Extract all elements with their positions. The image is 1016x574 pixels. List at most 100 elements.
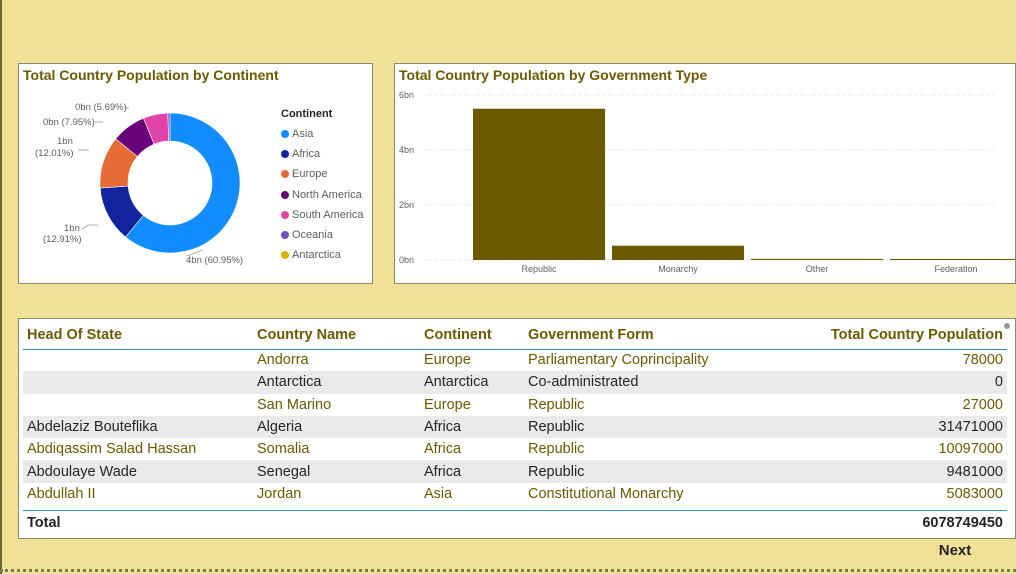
legend-label: Africa (292, 148, 321, 161)
cell-head-of-state (23, 393, 253, 416)
bar-republic[interactable] (473, 108, 606, 260)
cell-continent: Antarctica (420, 371, 524, 394)
x-tick-label: Federation (935, 264, 978, 274)
south-america-data-label: 0bn (5.69%) (75, 102, 127, 113)
table-row[interactable]: Andorra Europe Parliamentary Coprincipalit… (23, 349, 1007, 372)
column-header-government-form[interactable]: Government Form (524, 319, 744, 350)
y-tick-label: 6bn (399, 90, 414, 100)
cell-country-name: Somalia (253, 438, 420, 461)
asia-data-label: 4bn (60.95%) (186, 255, 243, 266)
africa-data-label-percent: (12.91%) (43, 234, 82, 245)
donut-slice-oceania[interactable] (167, 112, 171, 142)
total-value: 6078749450 (744, 509, 1007, 535)
cell-country-name: Senegal (253, 460, 420, 483)
cell-government-form: Republic (524, 460, 744, 483)
cell-head-of-state: Abdiqassim Salad Hassan (23, 438, 253, 461)
asia-leader-line (186, 249, 203, 257)
bar-chart-title: Total Country Population by Government T… (399, 67, 708, 83)
cell-total-country-population: 10097000 (744, 438, 1007, 461)
cell-country-name: Algeria (253, 415, 420, 439)
cell-continent: Africa (420, 415, 524, 439)
legend-color-dot (281, 170, 289, 179)
cell-government-form: Republic (524, 393, 744, 416)
legend-label: Europe (292, 168, 328, 181)
column-header-total-country-population[interactable]: Total Country Population (744, 319, 1007, 350)
europe-data-label-percent: (12.01%) (35, 148, 74, 159)
legend-item[interactable]: Africa (281, 144, 364, 164)
cell-total-country-population: 9481000 (744, 460, 1007, 483)
cell-government-form: Parliamentary Coprincipality (524, 349, 744, 372)
table-spacer-row (23, 505, 1007, 511)
cell-total-country-population: 27000 (744, 393, 1007, 416)
table-row[interactable]: Antarctica Antarctica Co-administrated 0 (23, 371, 1007, 394)
total-label: Total (23, 509, 253, 535)
legend-item[interactable]: Europe (281, 164, 364, 184)
legend-item[interactable]: Asia (281, 124, 364, 144)
bar-other[interactable] (751, 258, 884, 260)
legend-item[interactable]: Antarctica (281, 245, 364, 265)
country-table-panel[interactable]: Head Of State Country Name Continent Gov… (18, 318, 1016, 539)
legend-label: Oceania (292, 229, 333, 242)
cell-government-form: Republic (524, 438, 744, 461)
table-row[interactable]: San Marino Europe Republic 27000 (23, 393, 1007, 416)
legend-color-dot (281, 231, 289, 240)
column-header-head-of-state[interactable]: Head Of State (23, 319, 253, 350)
y-tick-label: 4bn (399, 145, 414, 155)
donut-slice-asia[interactable] (125, 112, 241, 254)
legend-title: Continent (281, 108, 333, 120)
legend-item[interactable]: Oceania (281, 225, 364, 245)
legend-label: South America (292, 208, 364, 221)
continent-legend: Continent Asia Africa Europe North America S… (281, 108, 364, 265)
left-frame-edge (0, 0, 2, 574)
next-button[interactable]: Next (924, 540, 986, 562)
cell-head-of-state: Abdelaziz Bouteflika (23, 415, 253, 439)
legend-item[interactable]: North America (281, 185, 364, 205)
donut-chart-title: Total Country Population by Continent (23, 67, 279, 83)
page-bottom-border (0, 569, 1016, 572)
cell-head-of-state: Abdullah II (23, 482, 253, 506)
europe-data-label-value: 1bn (57, 136, 73, 147)
column-header-continent[interactable]: Continent (420, 319, 524, 350)
cell-continent: Africa (420, 438, 524, 461)
cell-continent: Asia (420, 482, 524, 506)
government-type-bar-chart[interactable]: 0bn 2bn 4bn 6bn Republic Monarchy Other Federa… (395, 64, 1015, 283)
table-row[interactable]: Abdullah II Jordan Asia Constitutional Mona… (23, 482, 1007, 506)
table-header-row: Head Of State Country Name Continent Gov… (23, 319, 1007, 350)
x-tick-label: Republic (522, 264, 558, 274)
table-row[interactable]: Abdoulaye Wade Senegal Africa Republic 94810… (23, 460, 1007, 483)
continent-donut-chart[interactable]: 4bn (60.95%) 1bn (12.91%) 1bn (12.01%) 0… (19, 64, 372, 283)
legend-color-dot (281, 190, 289, 199)
legend-label: Antarctica (292, 249, 341, 262)
table-total-row: Total 6078749450 (23, 509, 1007, 535)
cell-head-of-state: Abdoulaye Wade (23, 460, 253, 483)
bar-monarchy[interactable] (612, 245, 745, 260)
legend-color-dot (281, 130, 289, 139)
cell-continent: Europe (420, 393, 524, 416)
cell-country-name: Jordan (253, 482, 420, 506)
cell-government-form: Republic (524, 415, 744, 439)
legend-label: North America (292, 188, 362, 201)
africa-leader-line (81, 224, 98, 230)
legend-item[interactable]: South America (281, 205, 364, 225)
government-type-bar-chart-panel[interactable]: Total Country Population by Government T… (394, 63, 1016, 284)
continent-donut-chart-panel[interactable]: Total Country Population by Continent 4b… (18, 63, 373, 284)
table-row[interactable]: Abdiqassim Salad Hassan Somalia Africa Repu… (23, 438, 1007, 461)
legend-color-dot (281, 150, 289, 159)
cell-continent: Europe (420, 349, 524, 372)
bar-federation[interactable] (890, 259, 1015, 260)
column-header-country-name[interactable]: Country Name (253, 319, 420, 350)
legend-color-dot (281, 251, 289, 260)
table-row[interactable]: Abdelaziz Bouteflika Algeria Africa Republi… (23, 415, 1007, 439)
cell-total-country-population: 31471000 (744, 415, 1007, 439)
cell-total-country-population: 78000 (744, 349, 1007, 372)
legend-color-dot (281, 210, 289, 219)
north-america-data-label: 0bn (7.95%) (43, 117, 95, 128)
cell-total-country-population: 5083000 (744, 482, 1007, 506)
cell-government-form: Co-administrated (524, 371, 744, 394)
cell-head-of-state (23, 371, 253, 394)
cell-country-name: Antarctica (253, 371, 420, 394)
scroll-indicator[interactable] (1004, 323, 1010, 329)
y-tick-label: 2bn (399, 200, 414, 210)
x-tick-label: Monarchy (658, 264, 698, 274)
cell-country-name: San Marino (253, 393, 420, 416)
